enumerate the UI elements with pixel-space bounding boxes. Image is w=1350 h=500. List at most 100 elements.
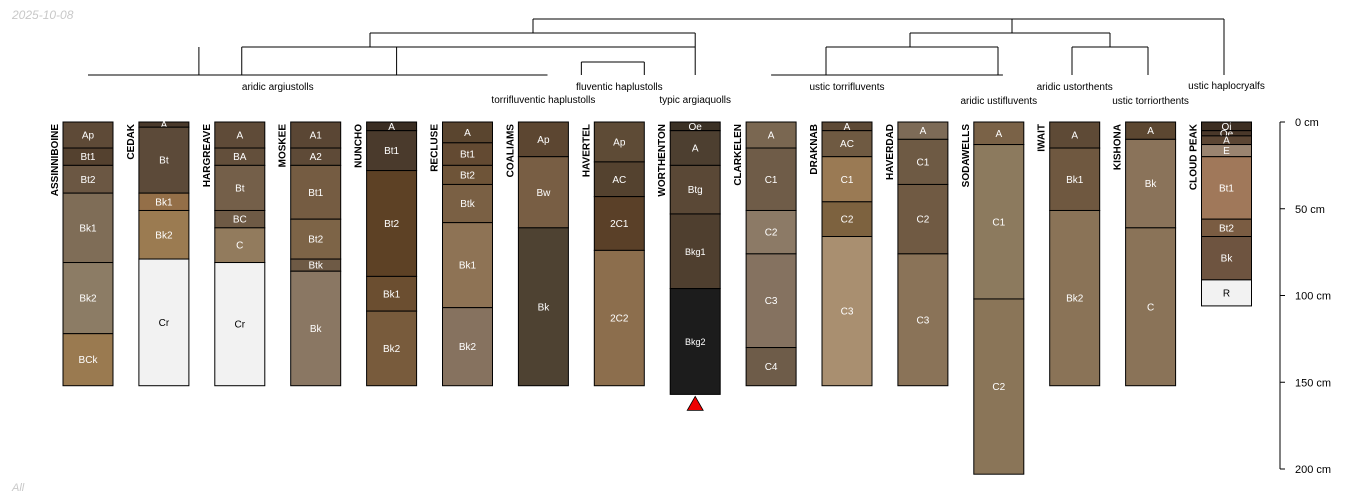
profile-assinniboine: Ap Bt1 Bt2 Bk1 Bk2 BCk ASSINNIBOINE bbox=[50, 121, 114, 387]
horizon-ac-rect bbox=[593, 161, 645, 198]
horizon-label: Bt2 bbox=[384, 219, 399, 230]
group-label-fluventic-haplustolls: fluventic haplustolls bbox=[576, 82, 663, 93]
depth-axis: 0 cm 50 cm 100 cm 150 cm 200 cm bbox=[1279, 117, 1331, 476]
profile-cedak: A Bt Bk1 Bk2 Cr CEDAK bbox=[126, 120, 190, 387]
horizon-label: Bw bbox=[536, 188, 551, 199]
horizon-label: Bk1 bbox=[79, 223, 97, 234]
horizon-label: Bt1 bbox=[460, 150, 475, 161]
horizon-label: E bbox=[1223, 146, 1230, 157]
horizon-label: Ap bbox=[82, 131, 95, 142]
soil-profiles: Ap Bt1 Bt2 Bk1 Bk2 BCk ASSINNIBOINE A Bt Bk1 Bk2 Cr… bbox=[50, 120, 1252, 475]
profile-id-label: NUNCHO bbox=[354, 124, 365, 168]
horizon-bt1-rect bbox=[1201, 156, 1252, 220]
horizon-label: A bbox=[1147, 126, 1154, 137]
horizon-label: Bk bbox=[1221, 254, 1234, 265]
horizon-label: Bk1 bbox=[155, 197, 173, 208]
horizon-bt1-rect bbox=[366, 130, 418, 172]
group-label-aridic-argiustolls: aridic argiustolls bbox=[242, 82, 314, 93]
horizon-label: Bk2 bbox=[155, 230, 173, 241]
date-stamp: 2025-10-08 bbox=[12, 8, 74, 22]
horizon-label: A bbox=[236, 131, 243, 142]
horizon-label: Bk1 bbox=[459, 261, 477, 272]
horizon-bt2-rect bbox=[366, 170, 418, 277]
profile-id-label: HARGREAVE bbox=[202, 124, 213, 187]
horizon-bk2-rect bbox=[62, 262, 114, 335]
profile-id-label: COALIAMS bbox=[505, 124, 516, 178]
depth-tick-label: 200 cm bbox=[1295, 464, 1331, 476]
horizon-label: Bk2 bbox=[383, 344, 401, 355]
horizon-label: 2C1 bbox=[610, 219, 629, 230]
horizon-c1-rect bbox=[897, 138, 949, 185]
horizon-ac-rect bbox=[821, 130, 873, 158]
horizon-r-rect bbox=[1201, 279, 1252, 307]
horizon-label: AC bbox=[840, 139, 854, 150]
profile-id-label: IWAIT bbox=[1037, 124, 1048, 152]
horizon-label: C4 bbox=[765, 362, 778, 373]
horizon-label: 2C2 bbox=[610, 314, 629, 325]
horizon-label: Bk2 bbox=[459, 342, 477, 353]
horizon-a1-rect bbox=[290, 121, 342, 149]
horizon-label: Oe bbox=[1220, 129, 1234, 140]
profile-id-label: SODAWELLS bbox=[961, 124, 972, 188]
profile-havertel: Ap AC 2C1 2C2 HAVERTEL bbox=[581, 121, 645, 387]
horizon-c3-rect bbox=[821, 236, 873, 387]
horizon-label: A bbox=[920, 126, 927, 137]
horizon-label: A bbox=[995, 129, 1002, 140]
horizon-bt-rect bbox=[214, 164, 266, 211]
horizon-label: A bbox=[161, 120, 168, 131]
horizon-label: Bkg1 bbox=[685, 247, 706, 257]
profile-id-label: RECLUSE bbox=[430, 124, 441, 172]
horizon-btg-rect bbox=[669, 164, 721, 215]
profile-draknab: A AC C1 C2 C3 DRAKNAB bbox=[809, 121, 873, 387]
horizon-label: C1 bbox=[917, 157, 930, 168]
horizon-label: C1 bbox=[841, 175, 854, 186]
horizon-label: Bt1 bbox=[80, 152, 95, 163]
profile-nuncho: A Bt1 Bt2 Bk1 Bk2 NUNCHO bbox=[354, 121, 418, 387]
horizon-label: C3 bbox=[841, 307, 854, 318]
profile-id-label: WORTHENTON bbox=[657, 124, 668, 197]
horizon-label: C bbox=[236, 241, 243, 252]
horizon-bk-rect bbox=[517, 227, 569, 387]
horizon-label: Bt1 bbox=[1219, 183, 1234, 194]
horizon-label: Btg bbox=[688, 185, 703, 196]
horizon-label: Cr bbox=[235, 320, 246, 331]
profile-id-label: MOSKEE bbox=[278, 124, 289, 168]
horizon-label: C2 bbox=[841, 215, 854, 226]
horizon-label: A bbox=[1223, 136, 1230, 147]
dendrogram bbox=[198, 18, 1225, 75]
group-stamp: All bbox=[12, 482, 25, 494]
horizon-c1-rect bbox=[745, 147, 797, 211]
group-label-typic-argiaquolls: typic argiaquolls bbox=[659, 95, 731, 106]
horizon-c-rect bbox=[1125, 227, 1177, 387]
horizon-label: A1 bbox=[310, 131, 323, 142]
profile-id-label: KISHONA bbox=[1113, 124, 1124, 170]
horizon-2c2-rect bbox=[593, 249, 645, 387]
horizon-c2-rect bbox=[745, 209, 797, 255]
horizon-label: C3 bbox=[917, 315, 930, 326]
horizon-label: C1 bbox=[765, 175, 778, 186]
horizon-label: Ap bbox=[537, 135, 550, 146]
horizon-bt-rect bbox=[138, 126, 190, 194]
horizon-label: Bt2 bbox=[308, 235, 323, 246]
horizon-label: Bk2 bbox=[1066, 294, 1084, 305]
horizon-bt2-rect bbox=[290, 218, 342, 260]
horizon-label: Cr bbox=[159, 318, 170, 329]
horizon-c2-rect bbox=[897, 183, 949, 255]
horizon-c3-rect bbox=[897, 253, 949, 387]
horizon-label: Bt bbox=[159, 156, 169, 167]
horizon-cr-rect bbox=[138, 258, 190, 387]
depth-tick-label: 100 cm bbox=[1295, 291, 1331, 303]
horizon-label: BC bbox=[233, 215, 247, 226]
horizon-label: BCk bbox=[79, 355, 99, 366]
horizon-label: Bk1 bbox=[383, 289, 401, 300]
profile-kishona: A Bk C KISHONA bbox=[1113, 121, 1177, 387]
horizon-label: A bbox=[692, 144, 699, 155]
missing-data-marker bbox=[686, 395, 704, 411]
profile-clarkelen: A C1 C2 C3 C4 CLARKELEN bbox=[733, 121, 797, 387]
horizon-bk1-rect bbox=[1049, 147, 1101, 211]
horizon-2c1-rect bbox=[593, 196, 645, 251]
horizon-bk1-rect bbox=[442, 222, 493, 309]
profile-id-label: CLOUD PEAK bbox=[1189, 123, 1200, 190]
